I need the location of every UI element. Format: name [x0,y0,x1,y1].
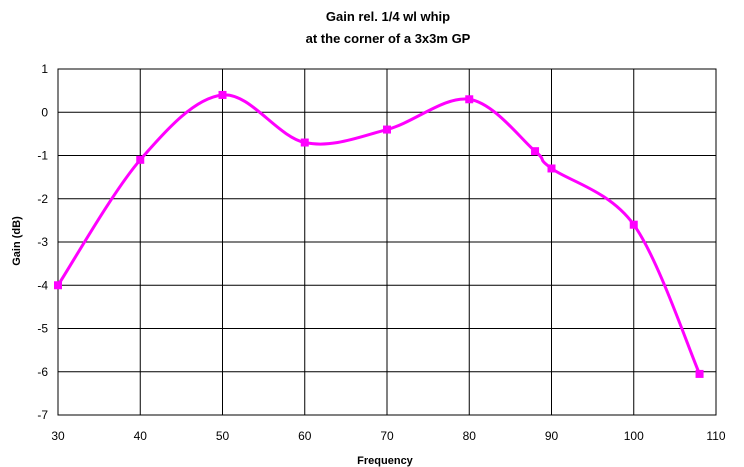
data-point-marker [629,220,638,229]
y-tick-label: 1 [41,62,48,76]
plot-area-frame [57,68,717,416]
x-tick-label: 110 [706,429,725,443]
chart-title-line1: Gain rel. 1/4 wl whip [326,9,450,24]
x-tick-label: 80 [463,429,477,443]
y-tick-label: -1 [37,149,48,163]
data-point-marker [531,147,540,156]
data-point-marker [695,369,704,378]
y-tick-label: 0 [41,105,48,119]
x-tick-label: 100 [624,429,644,443]
chart-title-line2: at the corner of a 3x3m GP [306,31,471,46]
x-axis-label: Frequency [357,455,414,467]
data-point-marker [54,281,62,290]
series-line [56,93,701,375]
data-point-marker [136,155,145,164]
data-point-marker [465,95,474,104]
data-point-marker [547,164,556,173]
y-tick-label: -4 [37,278,48,292]
data-point-marker [383,125,391,134]
y-tick-label: -2 [37,192,48,206]
grid-lines [57,68,717,416]
y-axis-label: Gain (dB) [11,216,23,266]
x-tick-label: 40 [134,429,148,443]
x-tick-label: 90 [545,429,559,443]
x-tick-label: 60 [298,429,312,443]
y-tick-label: -5 [37,322,48,336]
x-tick-label: 50 [216,429,230,443]
data-point-marker [218,90,227,99]
x-axis-tick-labels: 30 40 50 60 70 80 90 100 110 [51,429,726,443]
y-tick-label: -7 [37,408,48,422]
data-point-marker [300,138,309,147]
x-tick-label: 70 [380,429,394,443]
y-tick-label: -3 [37,235,48,249]
x-tick-label: 30 [51,429,65,443]
series-group [54,90,704,378]
y-tick-label: -6 [37,365,48,379]
y-axis-tick-labels: 1 0 -1 -2 -3 -4 -5 -6 -7 [37,62,48,422]
